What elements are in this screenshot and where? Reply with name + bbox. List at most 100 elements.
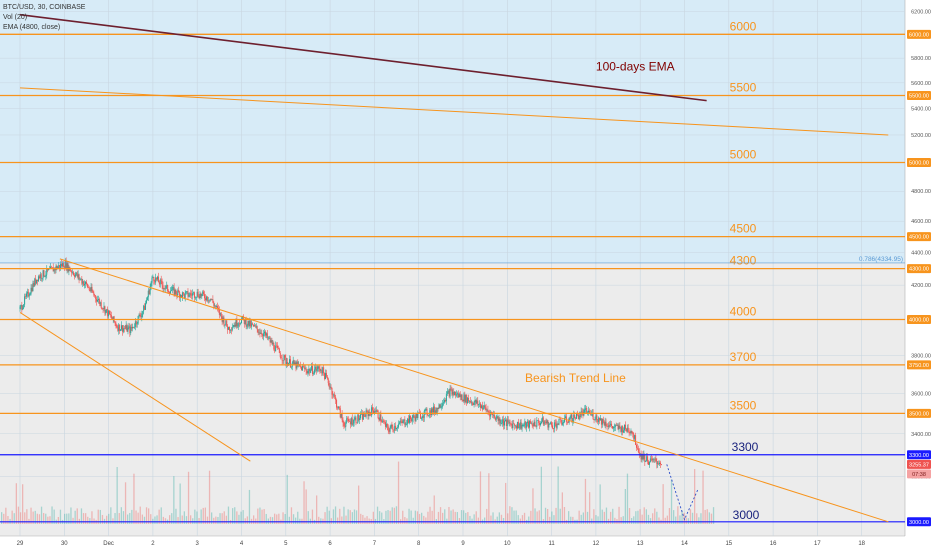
candle-body bbox=[520, 422, 522, 429]
candle-body bbox=[597, 420, 599, 423]
candle-body bbox=[384, 422, 386, 427]
volume-bar bbox=[549, 516, 551, 524]
candle-body bbox=[391, 425, 393, 427]
volume-bar bbox=[179, 483, 181, 524]
candle-body bbox=[130, 326, 132, 334]
volume-bar bbox=[473, 514, 475, 524]
volume-bar bbox=[702, 470, 704, 524]
candle-body bbox=[99, 302, 101, 304]
candle-body bbox=[133, 326, 135, 328]
candle-body bbox=[264, 331, 266, 334]
candle-body bbox=[340, 414, 342, 418]
volume-bar bbox=[502, 518, 505, 524]
volume-bar bbox=[217, 516, 219, 524]
candle-body bbox=[61, 263, 63, 267]
candle-body bbox=[406, 423, 408, 425]
lower-zone-fill bbox=[0, 262, 905, 536]
volume-bar bbox=[22, 484, 24, 524]
volume-bar bbox=[347, 509, 349, 524]
candle-body bbox=[276, 345, 278, 347]
candle-body bbox=[217, 308, 219, 310]
candle-body bbox=[562, 422, 564, 425]
candle-body bbox=[324, 372, 326, 380]
volume-bar bbox=[641, 514, 643, 524]
volume-bar bbox=[379, 511, 381, 524]
candle-body bbox=[59, 265, 61, 268]
candle-body bbox=[328, 383, 330, 388]
candle-body bbox=[226, 320, 228, 327]
level-tag bbox=[907, 264, 931, 274]
candle-body bbox=[486, 409, 488, 411]
level-tag-text: 5000.00 bbox=[909, 161, 929, 167]
candle-body bbox=[80, 278, 82, 280]
legend-volume[interactable]: Vol (20) bbox=[3, 14, 28, 21]
volume-bar bbox=[47, 516, 49, 524]
volume-bar bbox=[303, 481, 305, 524]
candle-body bbox=[570, 414, 572, 419]
candle-body bbox=[375, 410, 377, 413]
candle-body bbox=[460, 394, 462, 398]
candle-body bbox=[316, 368, 318, 371]
volume-bar bbox=[45, 513, 47, 524]
volume-bar bbox=[194, 509, 196, 524]
candle-body bbox=[81, 278, 83, 284]
candle-body bbox=[449, 388, 451, 397]
candle-body bbox=[337, 406, 339, 409]
volume-bar bbox=[265, 513, 267, 524]
candle-body bbox=[470, 401, 472, 403]
candle-body bbox=[229, 329, 231, 331]
candle-body bbox=[408, 418, 410, 423]
candle-body bbox=[170, 290, 172, 292]
candle-body bbox=[619, 425, 621, 428]
volume-bar bbox=[490, 515, 492, 524]
volume-bar bbox=[200, 509, 202, 524]
candle-body bbox=[180, 295, 182, 298]
volume-bar bbox=[589, 492, 591, 524]
y-tick-label: 5400.00 bbox=[911, 106, 931, 112]
candle-body bbox=[249, 320, 251, 326]
candle-body bbox=[405, 424, 407, 426]
volume-bar bbox=[578, 510, 580, 524]
candle-body bbox=[124, 328, 126, 330]
volume-bar bbox=[603, 511, 605, 524]
y-tick-label: 5200.00 bbox=[911, 133, 931, 139]
upper-zone-fill bbox=[0, 0, 905, 263]
candle-body bbox=[613, 427, 615, 428]
trend-line bbox=[19, 312, 251, 462]
candle-body bbox=[378, 417, 380, 421]
volume-bar bbox=[316, 495, 318, 524]
volume-bar bbox=[190, 515, 192, 524]
candle-body bbox=[135, 321, 137, 325]
volume-bar bbox=[53, 509, 55, 524]
legend-ema[interactable]: EMA (4800, close) bbox=[3, 24, 61, 31]
candle-body bbox=[110, 315, 112, 319]
candle-body bbox=[311, 366, 313, 371]
volume-bar bbox=[49, 516, 51, 524]
volume-bar bbox=[183, 511, 185, 524]
legend-symbol[interactable]: BTC/USD, 30, COINBASE bbox=[3, 4, 86, 11]
candle-body bbox=[187, 291, 189, 297]
volume-bar bbox=[517, 515, 519, 524]
candle-body bbox=[396, 427, 398, 429]
volume-bar bbox=[515, 510, 517, 524]
candle-body bbox=[151, 277, 153, 283]
candle-body bbox=[126, 325, 128, 332]
volume-bar bbox=[362, 514, 364, 524]
candle-body bbox=[341, 414, 343, 420]
candle-body bbox=[440, 406, 442, 408]
volume-bar bbox=[557, 466, 559, 524]
level-tag-text: 4300.00 bbox=[909, 267, 929, 273]
x-tick-label: 13 bbox=[637, 541, 644, 547]
candle-body bbox=[209, 298, 211, 302]
candle-body bbox=[127, 327, 129, 332]
candle-body bbox=[439, 404, 441, 408]
volume-bar bbox=[269, 516, 272, 524]
x-tick-label: 15 bbox=[725, 541, 732, 547]
candle-body bbox=[43, 270, 45, 277]
volume-bar bbox=[406, 518, 408, 524]
volume-bar bbox=[353, 509, 356, 524]
level-tag bbox=[907, 314, 931, 324]
candle-body bbox=[257, 329, 259, 333]
candle-body bbox=[83, 281, 85, 286]
